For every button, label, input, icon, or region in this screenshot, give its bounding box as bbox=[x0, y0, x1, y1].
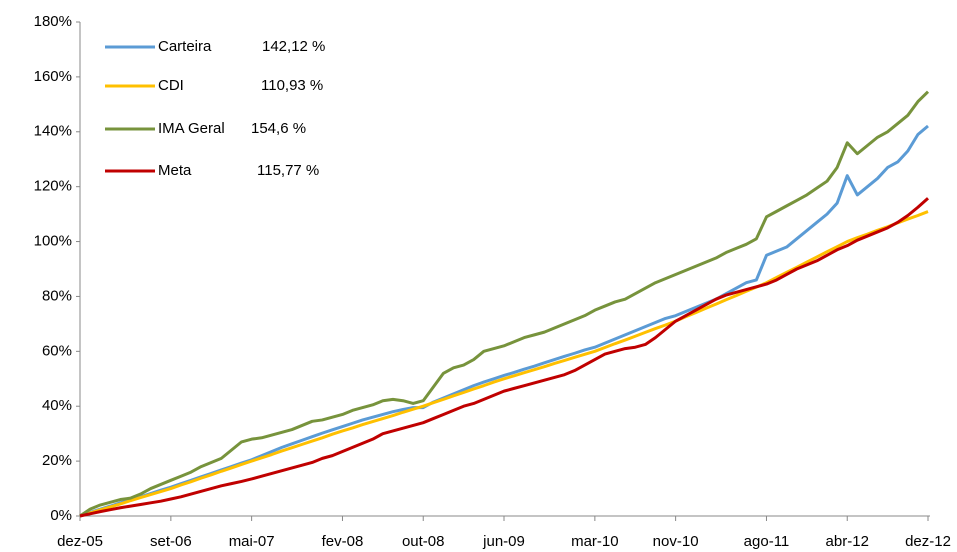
series-line bbox=[79, 210, 929, 518]
series-line bbox=[79, 197, 929, 518]
legend-label: Carteira bbox=[158, 38, 212, 55]
y-tick-label: 60% bbox=[42, 342, 72, 359]
series-line bbox=[79, 90, 930, 518]
x-tick-label: abr-12 bbox=[826, 533, 869, 550]
x-tick-label: dez-12 bbox=[905, 533, 951, 550]
legend-label: CDI bbox=[158, 77, 184, 94]
y-tick-label: 0% bbox=[50, 507, 72, 524]
y-tick-label: 120% bbox=[34, 178, 72, 195]
series-line bbox=[79, 124, 929, 518]
y-tick-label: 140% bbox=[34, 123, 72, 140]
y-tick-label: 20% bbox=[42, 452, 72, 469]
x-tick-label: mai-07 bbox=[229, 533, 275, 550]
x-tick-label: dez-05 bbox=[57, 533, 103, 550]
x-tick-label: out-08 bbox=[402, 533, 445, 550]
x-tick-label: mar-10 bbox=[571, 533, 619, 550]
y-tick-label: 160% bbox=[34, 68, 72, 85]
legend-label: Meta bbox=[158, 162, 192, 179]
x-tick-label: nov-10 bbox=[653, 533, 699, 550]
legend-value: 115,77 % bbox=[257, 162, 319, 179]
x-tick-label: fev-08 bbox=[322, 533, 364, 550]
y-tick-label: 40% bbox=[42, 397, 72, 414]
x-tick-label: ago-11 bbox=[744, 533, 790, 550]
legend-value: 154,6 % bbox=[251, 120, 306, 137]
x-tick-label: jun-09 bbox=[482, 533, 525, 550]
y-tick-label: 80% bbox=[42, 287, 72, 304]
y-tick-label: 100% bbox=[34, 233, 72, 250]
legend-value: 142,12 % bbox=[262, 38, 325, 55]
y-tick-label: 180% bbox=[34, 13, 72, 30]
legend-label: IMA Geral bbox=[158, 120, 225, 137]
legend-value: 110,93 % bbox=[261, 77, 323, 94]
x-tick-label: set-06 bbox=[150, 533, 192, 550]
